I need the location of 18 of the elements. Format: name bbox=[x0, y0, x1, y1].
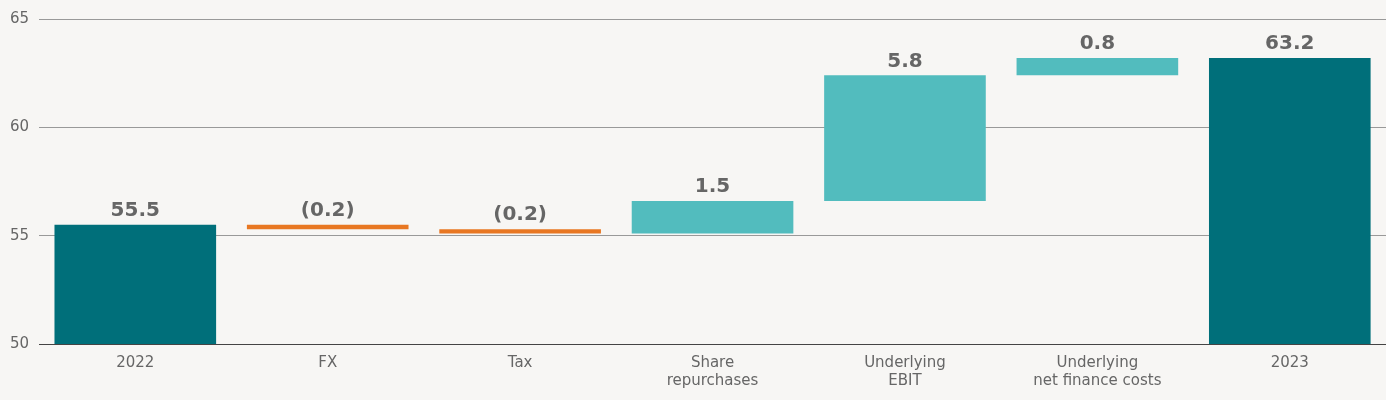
x-tick-label: Tax bbox=[506, 352, 533, 371]
x-tick-label: Underlying EBIT bbox=[864, 352, 946, 389]
data-label: (0.2) bbox=[300, 197, 355, 222]
y-tick-label: 55 bbox=[9, 225, 30, 244]
y-tick-label: 50 bbox=[9, 333, 30, 352]
data-label: 1.5 bbox=[694, 173, 731, 198]
x-tick-label: Share repurchases bbox=[666, 352, 759, 389]
x-tick-label: Underlying net finance costs bbox=[1033, 352, 1162, 389]
x-tick-label: 2023 bbox=[1270, 352, 1309, 371]
data-label: (0.2) bbox=[493, 201, 547, 226]
y-tick-label: 60 bbox=[9, 117, 30, 136]
y-tick-label: 65 bbox=[9, 8, 30, 27]
data-label: 63.2 bbox=[1265, 30, 1315, 55]
x-tick-label: 2022 bbox=[116, 352, 155, 371]
data-label: 0.8 bbox=[1079, 30, 1116, 55]
data-label: 55.5 bbox=[110, 197, 160, 222]
x-tick-label: FX bbox=[318, 352, 338, 371]
data-label: 5.8 bbox=[887, 47, 923, 72]
